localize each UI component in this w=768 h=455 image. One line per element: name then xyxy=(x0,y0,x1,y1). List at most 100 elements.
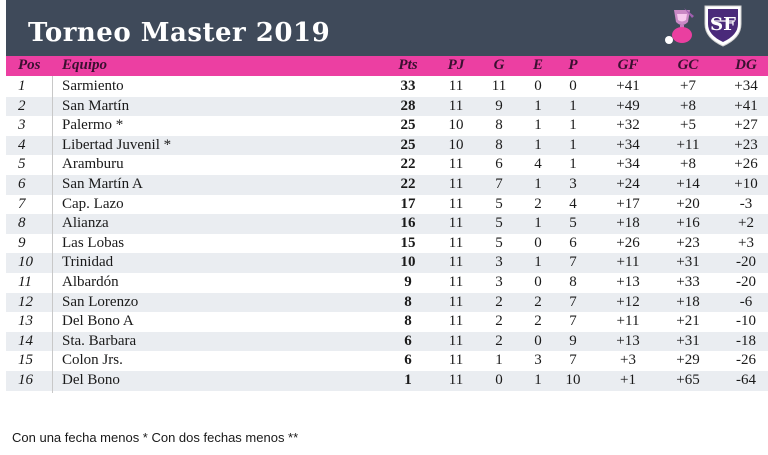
cell-pts: 6 xyxy=(404,332,412,349)
cell-gc: +5 xyxy=(680,117,696,134)
cell-pos: 10 xyxy=(18,254,33,271)
cell-e: 2 xyxy=(534,195,542,212)
table-row: 7 Cap. Lazo 17 11 5 2 4 +17 +20 -3 xyxy=(6,195,768,215)
cell-pts: 8 xyxy=(404,293,412,310)
col-header-equipo: Equipo xyxy=(62,57,108,73)
table-row: 8 Alianza 16 11 5 1 5 +18 +16 +2 xyxy=(6,214,768,234)
cell-gc: +16 xyxy=(676,215,700,232)
cell-p: 1 xyxy=(569,97,577,114)
cell-gf: +18 xyxy=(616,215,640,232)
cell-p: 0 xyxy=(569,78,577,94)
col-header-pos: Pos xyxy=(18,57,41,73)
cell-g: 8 xyxy=(495,136,503,153)
cell-e: 2 xyxy=(534,313,542,330)
cell-gc: +14 xyxy=(676,176,700,192)
cell-e: 0 xyxy=(534,234,542,251)
cell-gf: +34 xyxy=(616,136,640,153)
cell-p: 3 xyxy=(569,176,577,192)
cell-g: 3 xyxy=(495,254,503,271)
cell-pj: 11 xyxy=(448,332,464,349)
cell-gf: +34 xyxy=(616,156,640,173)
cell-p: 10 xyxy=(565,372,581,388)
cell-pj: 10 xyxy=(448,136,464,153)
cell-gc: +8 xyxy=(680,97,696,114)
cell-pts: 28 xyxy=(400,97,416,114)
col-header-p: P xyxy=(568,57,578,73)
cell-gf: +41 xyxy=(616,78,640,94)
cell-pj: 11 xyxy=(448,234,464,251)
col-header-gf: GF xyxy=(617,57,639,73)
cell-pj: 11 xyxy=(448,78,464,94)
cell-gf: +3 xyxy=(620,352,636,369)
cell-g: 8 xyxy=(495,117,503,134)
pink-trophy-logo-icon xyxy=(665,8,694,44)
cell-gf: +11 xyxy=(616,313,640,330)
col-header-pts: Pts xyxy=(398,57,418,73)
cell-pts: 25 xyxy=(400,117,416,134)
cell-gc: +23 xyxy=(676,234,700,251)
cell-g: 5 xyxy=(495,195,503,212)
col-header-pj: PJ xyxy=(447,57,465,73)
cell-p: 9 xyxy=(569,332,577,349)
cell-team: Palermo * xyxy=(62,117,124,134)
cell-g: 0 xyxy=(495,372,503,388)
col-header-gc: GC xyxy=(677,57,699,73)
cell-team: Cap. Lazo xyxy=(62,195,124,212)
table-row: 4 Libertad Juvenil * 25 10 8 1 1 +34 +11 +23 xyxy=(6,135,768,156)
cell-team: Las Lobas xyxy=(62,234,125,251)
table-row: 11 Albardón 9 11 3 0 8 +13 +33 -20 xyxy=(6,273,768,293)
cell-pj: 11 xyxy=(448,372,464,388)
cell-pts: 6 xyxy=(404,352,412,369)
cell-pos: 5 xyxy=(18,156,26,173)
cell-gc: +20 xyxy=(676,195,700,212)
table-header: Pos Equipo Pts PJ G E P GF GC DG xyxy=(6,56,768,76)
cell-dg: +23 xyxy=(734,136,758,153)
cell-pts: 16 xyxy=(400,215,416,232)
cell-e: 1 xyxy=(534,372,542,388)
cell-gc: +7 xyxy=(680,78,696,94)
cell-pj: 11 xyxy=(448,352,464,369)
cell-gf: +13 xyxy=(616,274,640,290)
cell-gc: +31 xyxy=(676,254,700,271)
cell-pj: 11 xyxy=(448,313,464,330)
cell-e: 3 xyxy=(534,352,542,369)
table-row: 12 San Lorenzo 8 11 2 2 7 +12 +18 -6 xyxy=(6,292,768,313)
cell-team: Sta. Barbara xyxy=(62,332,137,349)
cell-g: 7 xyxy=(495,176,503,192)
cell-g: 2 xyxy=(495,332,503,349)
cell-e: 1 xyxy=(534,176,542,192)
cell-pos: 15 xyxy=(18,352,33,369)
col-header-g: G xyxy=(493,57,505,73)
cell-e: 1 xyxy=(534,97,542,114)
table-row: 10 Trinidad 10 11 3 1 7 +11 +31 -20 xyxy=(6,253,768,273)
cell-gf: +17 xyxy=(616,195,640,212)
cell-gf: +49 xyxy=(616,97,640,114)
table-row: 6 San Martín A 22 11 7 1 3 +24 +14 +10 xyxy=(6,175,768,195)
cell-dg: +2 xyxy=(738,215,754,232)
cell-gc: +11 xyxy=(676,136,700,153)
cell-team: San Martín A xyxy=(62,176,143,192)
table-row: 16 Del Bono 1 11 0 1 10 +1 +65 -64 xyxy=(6,371,768,391)
cell-g: 2 xyxy=(495,293,503,310)
cell-dg: -3 xyxy=(739,195,753,212)
cell-pts: 22 xyxy=(400,176,416,192)
cell-p: 1 xyxy=(569,117,577,134)
cell-pos: 7 xyxy=(18,195,26,212)
cell-pos: 11 xyxy=(18,274,32,290)
cell-pos: 8 xyxy=(18,215,26,232)
title-banner: Torneo Master 2019 SF xyxy=(6,0,768,56)
cell-g: 9 xyxy=(495,97,503,114)
cell-pj: 11 xyxy=(448,274,464,290)
table-row: 3 Palermo * 25 10 8 1 1 +32 +5 +27 xyxy=(6,116,768,136)
table-row: 13 Del Bono A 8 11 2 2 7 +11 +21 -10 xyxy=(6,312,768,332)
cell-pos: 2 xyxy=(18,97,26,114)
cell-pts: 1 xyxy=(404,372,412,388)
cell-p: 8 xyxy=(569,274,577,290)
cell-e: 1 xyxy=(534,136,542,153)
cell-p: 7 xyxy=(569,352,577,369)
cell-gf: +11 xyxy=(616,254,640,271)
cell-g: 2 xyxy=(495,313,503,330)
column-divider xyxy=(52,76,53,393)
cell-dg: -10 xyxy=(736,313,756,330)
cell-g: 5 xyxy=(495,215,503,232)
